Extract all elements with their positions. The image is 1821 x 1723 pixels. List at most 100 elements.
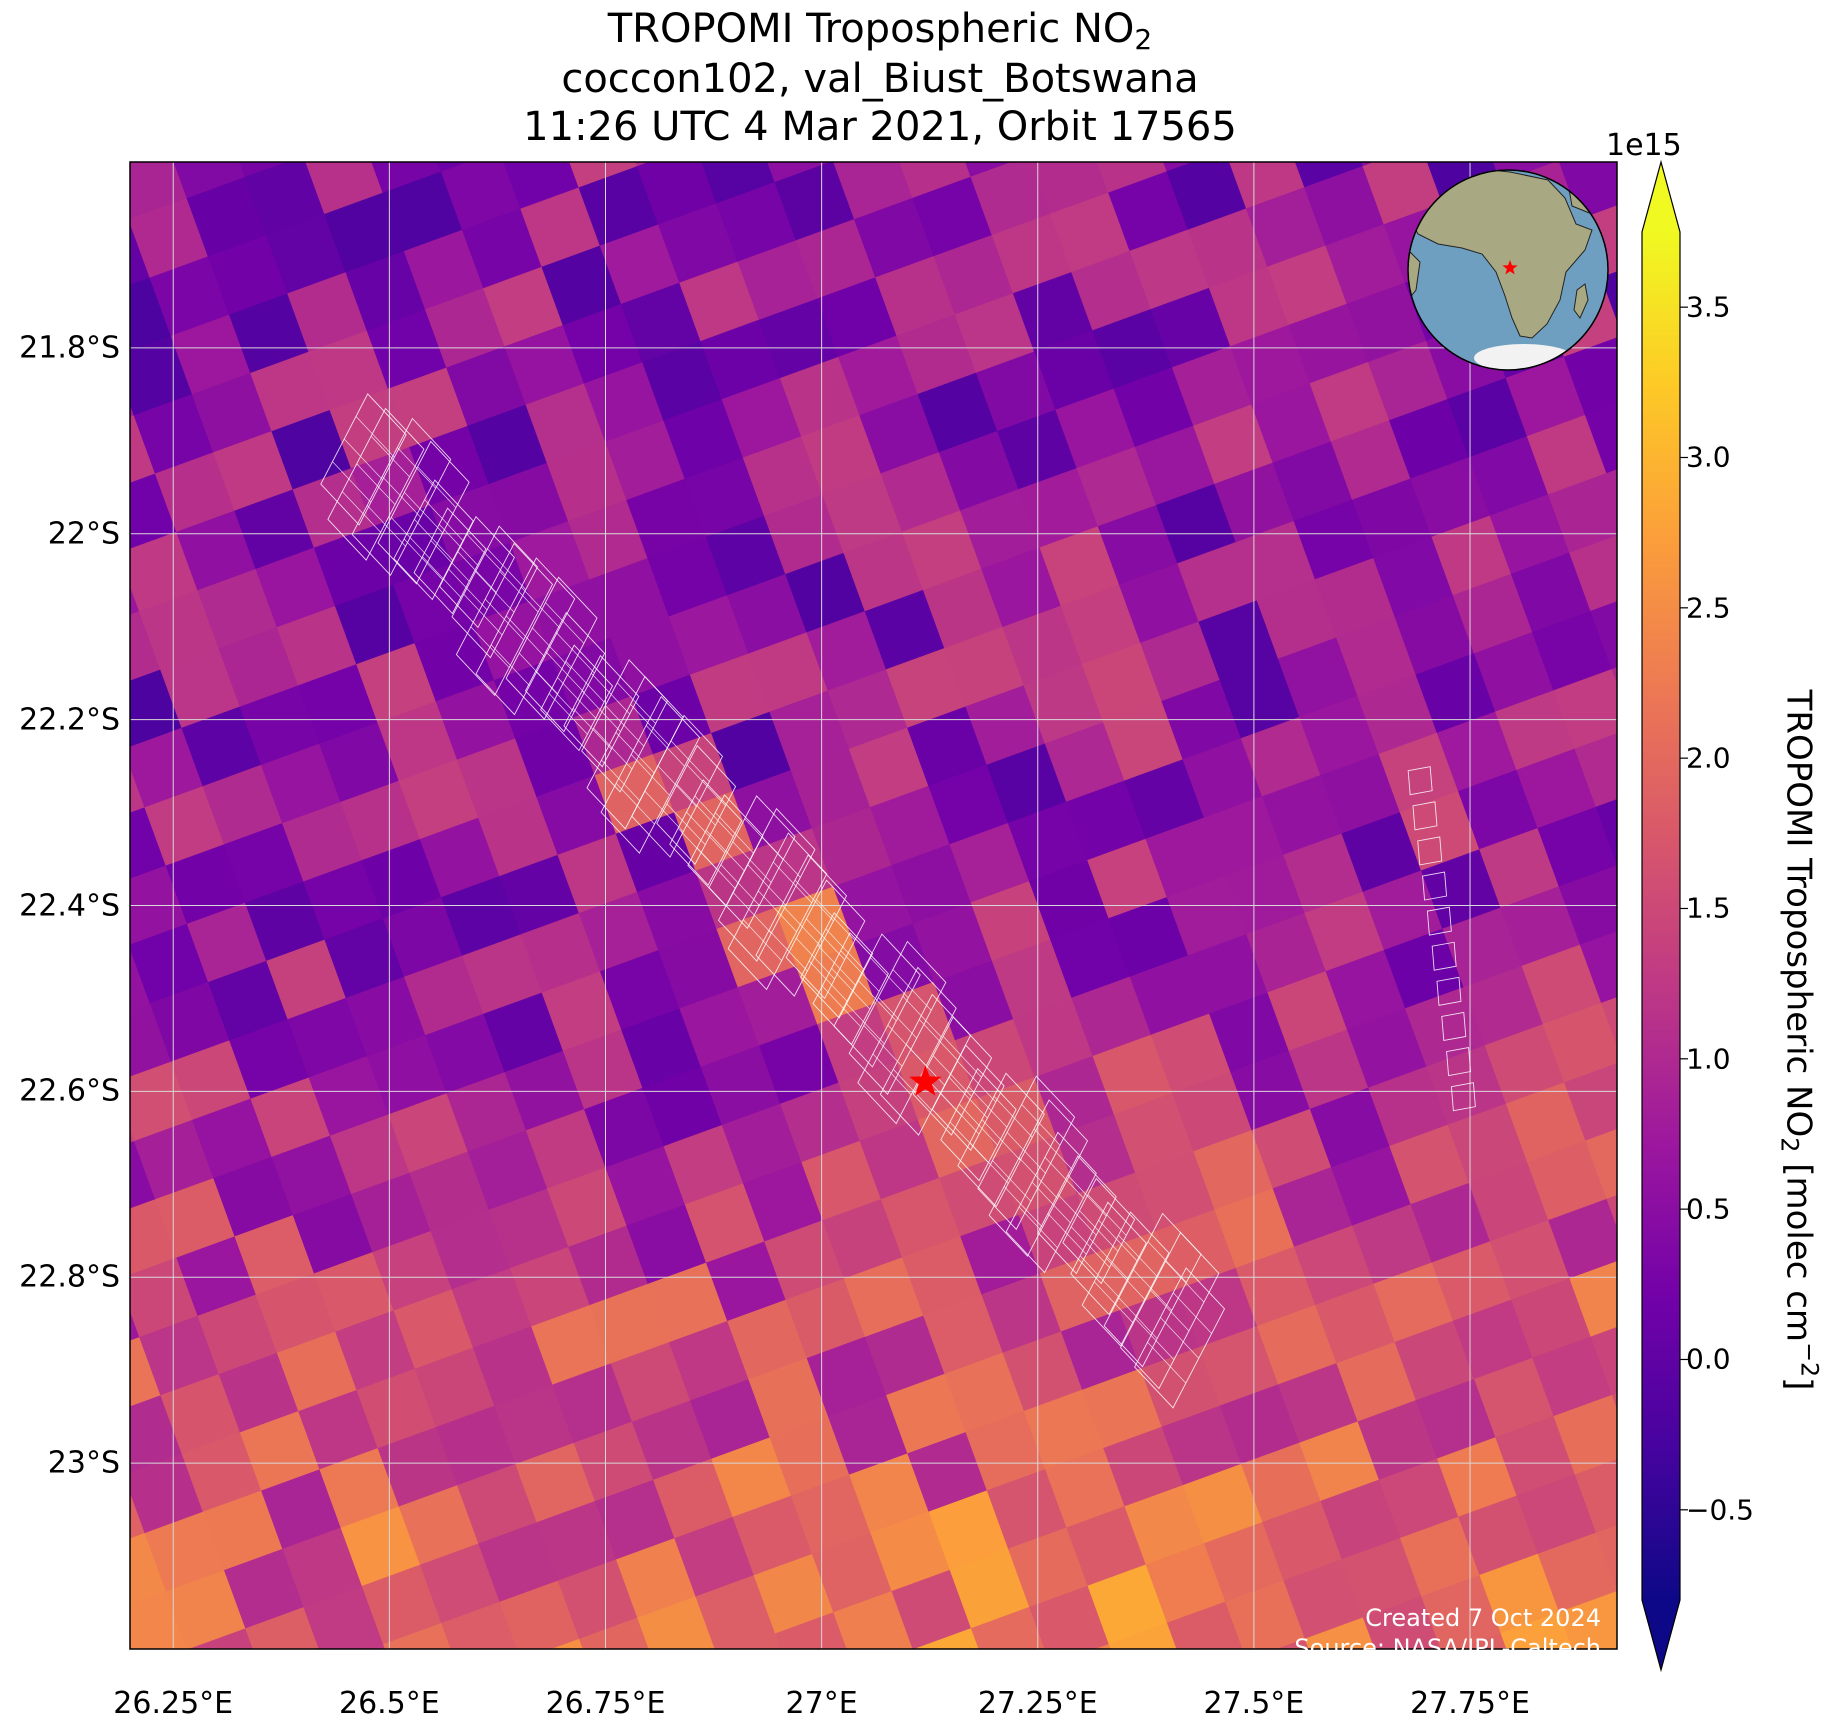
footprint-subline xyxy=(475,571,515,613)
no2-pixel xyxy=(727,1299,809,1381)
no2-pixel xyxy=(933,234,1015,316)
no2-pixel xyxy=(885,647,967,729)
no2-pixel xyxy=(130,1198,178,1276)
no2-pixel xyxy=(1458,44,1539,125)
no2-pixel xyxy=(1235,1246,1317,1328)
no2-pixel xyxy=(1436,711,1518,793)
no2-pixel xyxy=(1103,1426,1185,1508)
no2-pixel xyxy=(790,1474,872,1556)
no2-pixel xyxy=(133,393,215,475)
no2-pixel xyxy=(1018,467,1100,549)
no2-pixel xyxy=(706,1241,787,1323)
no2-pixel xyxy=(271,409,353,491)
footprint-cell xyxy=(327,407,425,561)
no2-pixel xyxy=(1474,1357,1556,1439)
footprint-subline xyxy=(758,890,797,932)
no2-pixel xyxy=(975,351,1057,433)
no2-pixel xyxy=(1373,1262,1455,1344)
no2-pixel xyxy=(1225,1580,1307,1649)
no2-pixel xyxy=(329,388,411,470)
no2-pixel xyxy=(266,213,347,295)
no2-pixel xyxy=(700,1045,782,1127)
footprint-cell xyxy=(857,966,957,1125)
no2-pixel xyxy=(743,1161,824,1243)
no2-pixel xyxy=(1569,1261,1617,1338)
footprint-cell xyxy=(451,525,539,659)
no2-pixel xyxy=(1214,462,1296,544)
no2-pixel xyxy=(165,1569,247,1649)
no2-pixel xyxy=(1511,1278,1593,1359)
no2-pixel xyxy=(234,1214,316,1296)
no2-pixel xyxy=(1251,1108,1333,1190)
no2-pixel xyxy=(1315,1283,1397,1365)
no2-pixel xyxy=(1431,515,1513,597)
no2-pixel xyxy=(1585,1129,1617,1200)
footprint-cell xyxy=(785,879,866,1000)
no2-pixel xyxy=(1108,1622,1178,1649)
no2-pixel xyxy=(420,1543,501,1625)
no2-pixel xyxy=(546,441,628,523)
no2-pixel xyxy=(1129,229,1211,311)
footprint-subline xyxy=(1079,1210,1119,1252)
no2-pixel xyxy=(902,1235,983,1317)
footprint-subline xyxy=(1031,1181,1071,1224)
no2-pixel xyxy=(1299,1421,1381,1503)
map-frame xyxy=(129,161,1618,1650)
footprint-subline xyxy=(744,818,784,860)
no2-pixel xyxy=(504,324,586,406)
no2-pixel xyxy=(345,250,427,332)
globe-madagascar-land xyxy=(1573,283,1589,319)
no2-pixel xyxy=(1361,162,1378,168)
no2-pixel xyxy=(785,552,867,634)
no2-pixel xyxy=(679,261,761,343)
no2-pixel xyxy=(635,162,653,168)
no2-pixel xyxy=(1034,329,1116,411)
no2-pixel xyxy=(631,674,713,756)
footprint-subline xyxy=(343,438,383,481)
no2-pixel xyxy=(1124,759,1206,840)
no2-pixel xyxy=(446,346,528,427)
no2-pixel xyxy=(701,162,777,205)
no2-pixel xyxy=(599,224,681,306)
no2-pixel xyxy=(261,1469,343,1550)
no2-pixel xyxy=(552,637,634,719)
no2-pixel xyxy=(1177,541,1259,623)
footprint-cell xyxy=(1431,941,1457,971)
no2-pixel xyxy=(1187,208,1269,290)
no2-pixel xyxy=(1596,1524,1617,1591)
footprint-subline xyxy=(1033,1128,1073,1170)
no2-pixel xyxy=(130,1453,205,1535)
no2-pixel xyxy=(806,610,888,692)
lon-tick-label: 27.75°E xyxy=(1410,1686,1530,1721)
footprint-subline xyxy=(666,803,706,845)
footprint-subline xyxy=(644,790,684,833)
footprint-cell xyxy=(505,576,598,720)
no2-pixel xyxy=(224,1548,305,1630)
no2-pixel xyxy=(1293,499,1375,581)
no2-pixel xyxy=(1240,716,1322,798)
no2-pixel xyxy=(732,1495,814,1577)
footprint-cell xyxy=(717,807,816,962)
no2-pixel xyxy=(1272,1166,1354,1248)
no2-pixel xyxy=(1130,1681,1211,1723)
footprint-subline xyxy=(969,1142,1009,1184)
footprint-subline xyxy=(630,754,670,796)
no2-pixel xyxy=(1601,997,1617,1047)
chart-title-line2: coccon102, val_Biust_Botswana xyxy=(561,56,1199,102)
no2-pixel xyxy=(1156,483,1237,565)
no2-pixel xyxy=(292,1193,374,1275)
footprint-subline xyxy=(768,929,808,972)
no2-pixel xyxy=(1094,1643,1112,1649)
footprint-subline xyxy=(732,841,772,883)
no2-pixel xyxy=(1563,337,1617,417)
no2-pixel xyxy=(414,1347,496,1429)
no2-pixel xyxy=(17,1162,98,1243)
no2-pixel xyxy=(130,669,183,748)
no2-pixel xyxy=(1161,1405,1243,1487)
no2-pixel xyxy=(637,870,718,952)
no2-pixel xyxy=(600,949,681,1031)
footprint-subline xyxy=(694,795,734,838)
no2-pixel xyxy=(1611,1393,1617,1410)
footprint-subline xyxy=(696,847,736,889)
footprint-cell xyxy=(631,714,724,858)
